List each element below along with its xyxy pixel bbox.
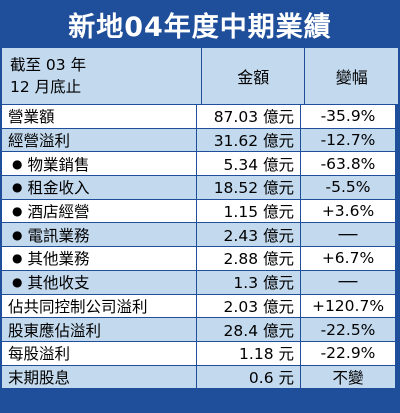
row-change: -22.5% [300, 318, 395, 341]
bullet-icon: ● [12, 180, 23, 195]
row-label: 佔共同控制公司溢利 [2, 294, 196, 318]
row-amount: 0.6 元 [196, 365, 300, 389]
row-label: ● 其他收支 [2, 270, 196, 294]
table-title: 新地04年度中期業績 [2, 2, 398, 47]
row-label-text: 每股溢利 [8, 345, 71, 364]
row-label: 每股溢利 [2, 341, 196, 365]
row-label-text: 佔共同控制公司溢利 [8, 297, 148, 316]
table-body: 營業額 87.03 億元 -35.9% 經營溢利 31.62 億元 -12.7% ● 物業銷售… [2, 105, 398, 390]
row-change: +6.7% [300, 247, 395, 270]
row-change: -5.5% [300, 176, 395, 199]
row-label: ● 租金收入 [2, 176, 196, 199]
row-label: ● 其他業務 [2, 247, 196, 270]
row-amount: 2.43 億元 [196, 223, 300, 247]
row-label: ● 電訊業務 [2, 223, 196, 247]
bullet-icon: ● [12, 275, 23, 290]
row-amount: 87.03 億元 [196, 105, 300, 128]
row-label-text: 租金收入 [27, 179, 90, 198]
row-change: ── [300, 223, 395, 247]
bullet-icon: ● [12, 204, 23, 219]
table-row: ● 其他收支 1.3 億元 ── [2, 270, 398, 295]
table-row: ● 物業銷售 5.34 億元 -63.8% [2, 152, 398, 177]
table-row: 營業額 87.03 億元 -35.9% [2, 105, 398, 129]
row-label-text: 電訊業務 [27, 226, 90, 245]
row-label-text: 股東應佔溢利 [8, 321, 102, 340]
row-change: -12.7% [300, 128, 395, 152]
table-row: ● 租金收入 18.52 億元 -5.5% [2, 176, 398, 200]
row-label-text: 其他收支 [27, 274, 90, 293]
row-label-text: 營業額 [8, 108, 55, 127]
row-label-text: 經營溢利 [8, 132, 71, 151]
row-change: +120.7% [300, 294, 395, 318]
row-amount: 2.03 億元 [196, 294, 300, 318]
row-change: -63.8% [300, 152, 395, 176]
bullet-icon: ● [12, 156, 23, 171]
row-amount: 31.62 億元 [196, 128, 300, 152]
period-label: 截至 03 年 12 月底止 [2, 48, 201, 104]
table-row: ● 酒店經營 1.15 億元 +3.6% [2, 199, 398, 224]
row-change: 不變 [300, 365, 395, 389]
row-label-text: 其他業務 [27, 250, 90, 269]
period-label-line2: 12 月底止 [10, 78, 82, 96]
row-label-text: 酒店經營 [27, 203, 90, 222]
row-label: 經營溢利 [2, 128, 196, 152]
bullet-icon: ● [12, 251, 23, 266]
row-change: -35.9% [300, 105, 395, 128]
change-column-header: 變幅 [304, 48, 398, 104]
row-label-text: 末期股息 [8, 368, 71, 387]
bullet-icon: ● [12, 227, 23, 242]
table-row: ● 電訊業務 2.43 億元 ── [2, 223, 398, 248]
table-row: 每股溢利 1.18 元 -22.9% [2, 341, 398, 366]
row-label: 營業額 [2, 105, 196, 128]
row-amount: 18.52 億元 [196, 176, 300, 199]
row-label-text: 物業銷售 [27, 155, 90, 174]
table-row: 經營溢利 31.62 億元 -12.7% [2, 128, 398, 153]
row-label: 股東應佔溢利 [2, 318, 196, 341]
row-amount: 5.34 億元 [196, 152, 300, 176]
row-label: ● 酒店經營 [2, 199, 196, 223]
table-row: 末期股息 0.6 元不變 [2, 365, 398, 390]
row-label: 末期股息 [2, 365, 196, 389]
period-label-line1: 截至 03 年 [10, 56, 87, 74]
row-amount: 28.4 億元 [196, 318, 300, 341]
header-row: 截至 03 年 12 月底止 金額 變幅 [2, 47, 398, 105]
row-change: -22.9% [300, 341, 395, 365]
row-amount: 1.18 元 [196, 341, 300, 365]
amount-column-header: 金額 [201, 48, 304, 104]
row-change: ── [300, 270, 395, 294]
row-amount: 2.88 億元 [196, 247, 300, 270]
table-row: 佔共同控制公司溢利 2.03 億元 +120.7% [2, 294, 398, 319]
table-row: 股東應佔溢利 28.4 億元 -22.5% [2, 318, 398, 342]
row-change: +3.6% [300, 199, 395, 223]
table-row: ● 其他業務 2.88 億元 +6.7% [2, 247, 398, 271]
row-label: ● 物業銷售 [2, 152, 196, 176]
row-amount: 1.15 億元 [196, 199, 300, 223]
row-amount: 1.3 億元 [196, 270, 300, 294]
